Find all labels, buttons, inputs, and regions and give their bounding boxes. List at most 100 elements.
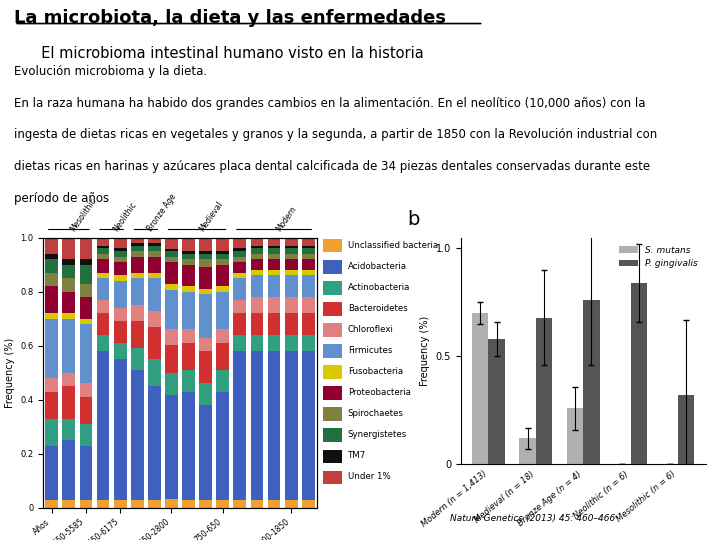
- Bar: [251, 500, 264, 508]
- Bar: [323, 323, 342, 337]
- Bar: [323, 365, 342, 379]
- Bar: [284, 248, 297, 254]
- Bar: [323, 449, 342, 463]
- Bar: [131, 305, 144, 321]
- Bar: [131, 348, 144, 370]
- Bar: [199, 267, 212, 289]
- Bar: [284, 275, 297, 297]
- Bar: [323, 345, 342, 357]
- Bar: [96, 254, 109, 259]
- Bar: [284, 297, 297, 313]
- Bar: [323, 470, 342, 484]
- Bar: [199, 405, 212, 500]
- Bar: [182, 343, 195, 370]
- Bar: [45, 254, 58, 259]
- Bar: [323, 281, 342, 294]
- Bar: [323, 387, 342, 400]
- Bar: [216, 292, 229, 329]
- Bar: [79, 383, 92, 397]
- Bar: [165, 290, 178, 328]
- Bar: [45, 378, 58, 392]
- Bar: [45, 418, 58, 445]
- Text: La microbiota, la dieta y las enfermedades: La microbiota, la dieta y las enfermedad…: [14, 9, 446, 26]
- Bar: [148, 386, 161, 500]
- Bar: [268, 500, 281, 508]
- Bar: [182, 265, 195, 286]
- Bar: [284, 351, 297, 500]
- Bar: [216, 392, 229, 500]
- Bar: [216, 254, 229, 259]
- Bar: [96, 278, 109, 300]
- Bar: [233, 278, 246, 300]
- Text: Nature Genetics (2013) 45: 460–466: Nature Genetics (2013) 45: 460–466: [450, 514, 616, 523]
- Bar: [148, 238, 161, 243]
- Bar: [63, 259, 76, 265]
- Bar: [63, 319, 76, 373]
- Bar: [233, 238, 246, 248]
- Bar: [199, 289, 212, 294]
- Text: Bacteroidetes: Bacteroidetes: [348, 304, 408, 313]
- Text: período de años: período de años: [14, 192, 109, 205]
- Bar: [131, 321, 144, 348]
- Bar: [148, 273, 161, 278]
- Bar: [284, 238, 297, 246]
- Bar: [45, 286, 58, 313]
- Bar: [114, 251, 127, 256]
- Bar: [199, 259, 212, 267]
- Text: Fusobacteria: Fusobacteria: [348, 367, 403, 376]
- Bar: [233, 251, 246, 256]
- Bar: [148, 243, 161, 246]
- Bar: [233, 300, 246, 313]
- Bar: [165, 248, 178, 252]
- Bar: [63, 373, 76, 386]
- Bar: [536, 318, 552, 464]
- Bar: [79, 265, 92, 284]
- Bar: [199, 351, 212, 383]
- Bar: [63, 238, 76, 259]
- Text: Unclassified bacteria: Unclassified bacteria: [348, 241, 438, 249]
- Bar: [45, 392, 58, 418]
- Text: Acidobacteria: Acidobacteria: [348, 262, 407, 271]
- Bar: [216, 500, 229, 508]
- Bar: [182, 251, 195, 254]
- Bar: [182, 500, 195, 508]
- Bar: [323, 429, 342, 442]
- Bar: [302, 297, 315, 313]
- Bar: [302, 351, 315, 500]
- Bar: [268, 254, 281, 259]
- Bar: [165, 257, 178, 262]
- Bar: [216, 251, 229, 254]
- Bar: [268, 248, 281, 254]
- Bar: [182, 392, 195, 500]
- Bar: [96, 300, 109, 313]
- Bar: [96, 335, 109, 351]
- Bar: [302, 335, 315, 351]
- Bar: [216, 259, 229, 265]
- Bar: [323, 407, 342, 421]
- Bar: [216, 265, 229, 286]
- Bar: [114, 238, 127, 248]
- Bar: [233, 335, 246, 351]
- Bar: [216, 238, 229, 251]
- Bar: [302, 246, 315, 248]
- Bar: [323, 239, 342, 252]
- Bar: [114, 321, 127, 343]
- Bar: [114, 275, 127, 281]
- Bar: [233, 500, 246, 508]
- Bar: [148, 251, 161, 256]
- Bar: [488, 339, 505, 464]
- Bar: [182, 254, 195, 259]
- Bar: [79, 424, 92, 446]
- Bar: [268, 246, 281, 248]
- Text: b: b: [407, 211, 419, 229]
- Bar: [631, 283, 647, 464]
- Bar: [199, 338, 212, 351]
- Bar: [79, 319, 92, 324]
- Bar: [63, 440, 76, 500]
- Bar: [251, 270, 264, 275]
- Bar: [182, 370, 195, 392]
- Text: Proteobacteria: Proteobacteria: [348, 388, 410, 397]
- Text: ingesta de dietas ricas en vegetales y granos y la segunda, a partir de 1850 con: ingesta de dietas ricas en vegetales y g…: [14, 129, 657, 141]
- Bar: [199, 254, 212, 259]
- Text: Under 1%: Under 1%: [348, 472, 390, 481]
